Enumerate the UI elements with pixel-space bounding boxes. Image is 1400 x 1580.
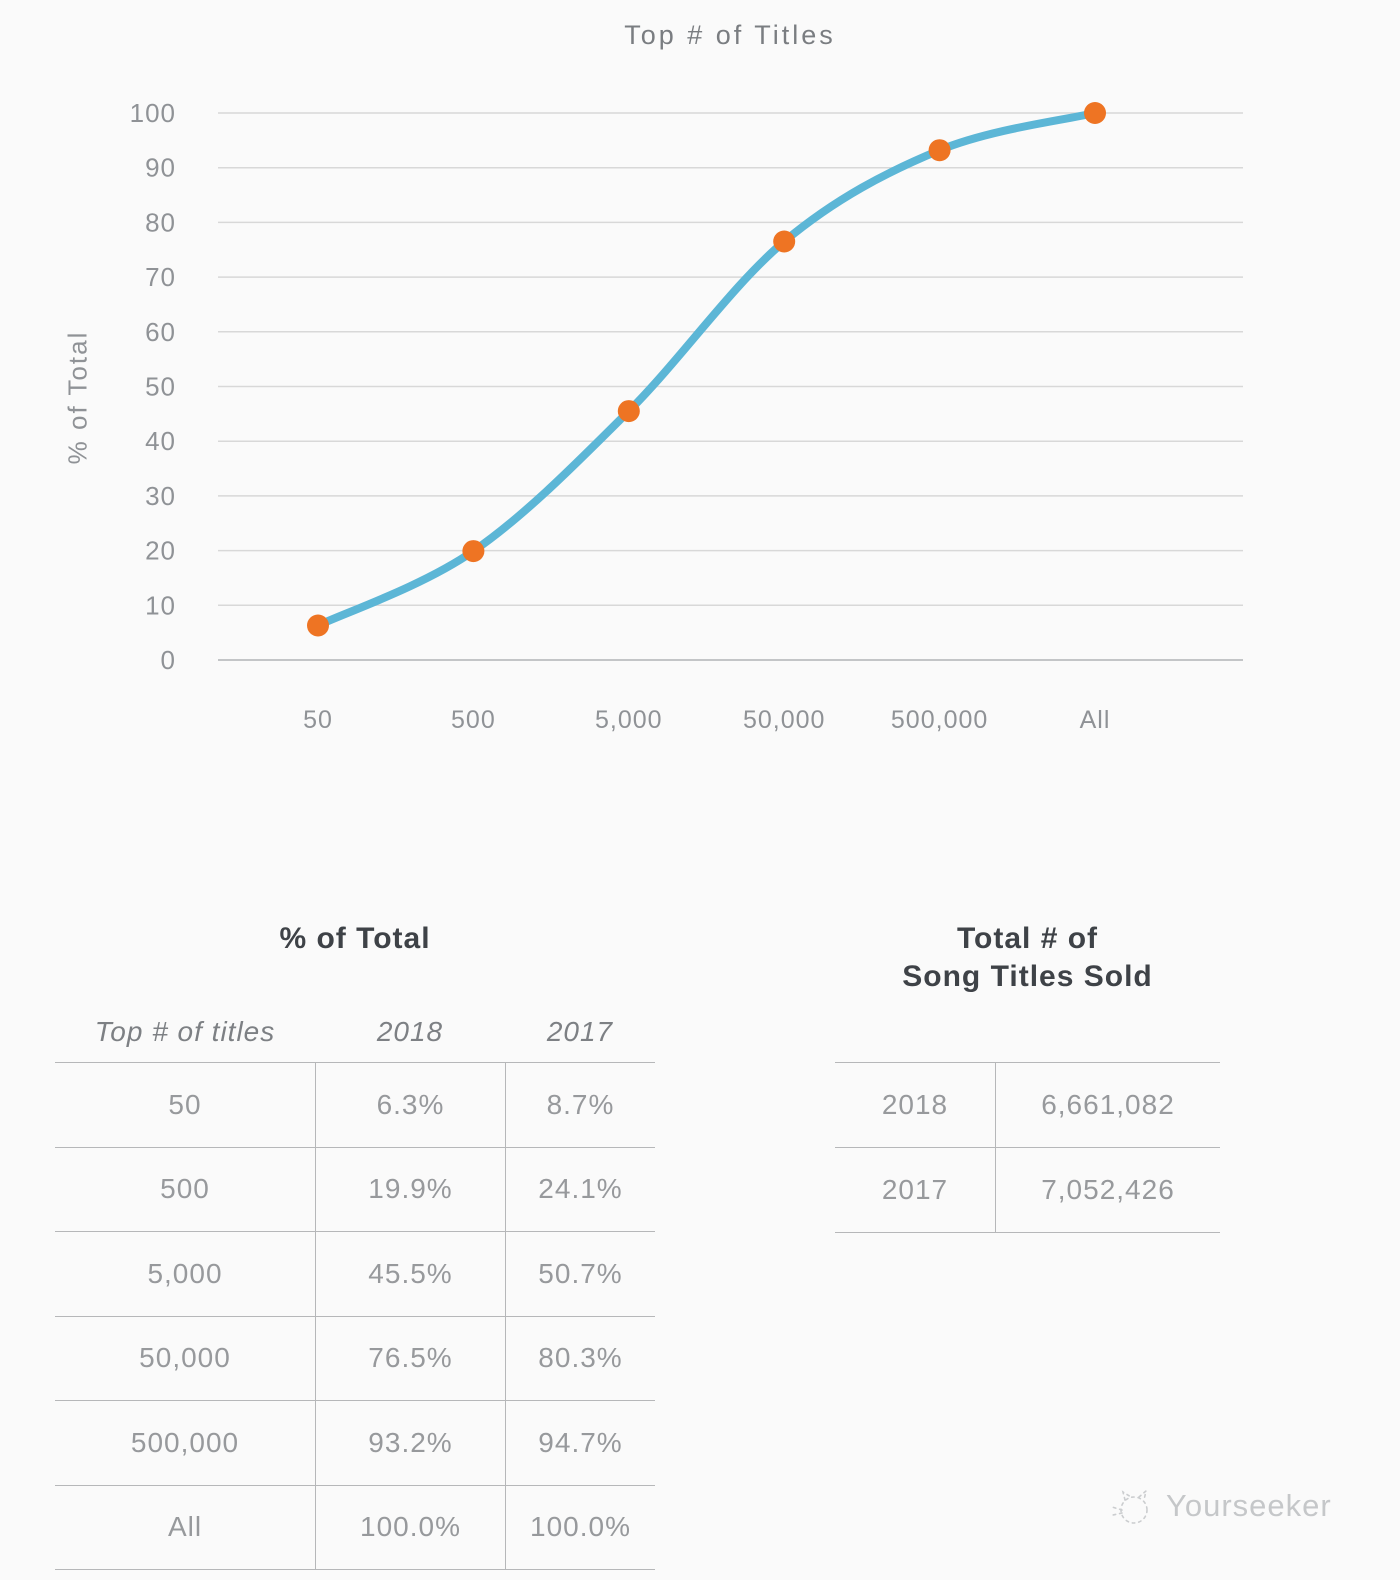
- data-point: [307, 614, 329, 637]
- table-cell: 5,000: [147, 1257, 223, 1289]
- left-table-title: % of Total: [279, 922, 431, 955]
- table-cell: 2017: [881, 1174, 949, 1205]
- data-point: [1084, 102, 1106, 124]
- table-cell: 19.9%: [315, 1147, 505, 1231]
- y-tick-label: 60: [145, 317, 176, 347]
- watermark-text: Yourseeker: [1166, 1488, 1332, 1523]
- y-tick-label: 20: [145, 536, 176, 566]
- cat-sketch-icon: [1111, 1488, 1148, 1524]
- y-tick-label: 40: [145, 426, 176, 456]
- y-tick-label: 50: [145, 372, 176, 402]
- table-row: All 100.0% 100.0%: [55, 1485, 655, 1570]
- series-line-2018: [314, 109, 1099, 630]
- y-tick-label: 100: [130, 98, 176, 128]
- right-table: 2018 6,661,082 2017 7,052,426: [835, 1062, 1220, 1233]
- table-cell: 24.1%: [505, 1147, 655, 1231]
- table-cell: 500,000: [130, 1426, 240, 1458]
- table-row: 50 6.3% 8.7%: [55, 1063, 655, 1148]
- data-point: [773, 230, 796, 253]
- table-cell: 8.7%: [505, 1063, 655, 1147]
- chart-title: Top # of Titles: [624, 20, 836, 50]
- table-cell: All: [167, 1511, 203, 1543]
- table-cell: 80.3%: [505, 1316, 655, 1400]
- column-header: 2018: [376, 1016, 444, 1047]
- left-table-header: Top # of titles 2018 2017: [55, 1002, 655, 1062]
- watermark: Yourseeker: [1106, 1480, 1332, 1532]
- table-cell: 50.7%: [505, 1232, 655, 1316]
- x-tick-label: 50,000: [743, 706, 825, 734]
- y-tick-label: 30: [145, 481, 176, 511]
- left-table: 50 6.3% 8.7% 500 19.9% 24.1% 5,000 45.5% 50.7% 50…: [55, 1062, 655, 1570]
- y-tick-label: 90: [145, 153, 176, 183]
- right-table-title-line1: Total # of: [956, 922, 1099, 955]
- table-cell: 50: [168, 1088, 202, 1120]
- table-cell: 100.0%: [505, 1485, 655, 1569]
- column-header: Top # of titles: [94, 1016, 276, 1047]
- y-axis-title: % of Total: [62, 330, 93, 465]
- y-tick-label: 10: [145, 590, 176, 620]
- right-table-title-line2: Song Titles Sold: [902, 960, 1153, 993]
- table-row: 2018 6,661,082: [835, 1063, 1220, 1148]
- y-tick-label: 70: [145, 262, 176, 292]
- table-cell: 100.0%: [315, 1485, 505, 1569]
- table-row: 500,000 93.2% 94.7%: [55, 1401, 655, 1486]
- table-cell: 6,661,082: [995, 1063, 1220, 1147]
- line-chart: 0 10 20 30 40 50 60 70 80 90 100 50 500 5,000 50,000 50…: [130, 98, 1243, 734]
- data-point: [928, 139, 951, 162]
- x-tick-label: 50: [303, 706, 333, 734]
- x-tick-label: 500: [451, 706, 496, 734]
- data-point: [462, 540, 485, 563]
- table-row: 2017 7,052,426: [835, 1148, 1220, 1233]
- table-cell: 94.7%: [505, 1401, 655, 1485]
- table-row: 5,000 45.5% 50.7%: [55, 1232, 655, 1317]
- table-cell: 2018: [881, 1089, 949, 1120]
- table-row: 50,000 76.5% 80.3%: [55, 1316, 655, 1401]
- data-point: [617, 400, 640, 423]
- y-tick-label: 80: [145, 207, 176, 237]
- column-header: 2017: [546, 1016, 614, 1047]
- table-cell: 93.2%: [315, 1401, 505, 1485]
- x-tick-label: 5,000: [595, 706, 663, 734]
- table-cell: 6.3%: [315, 1063, 505, 1147]
- table-cell: 45.5%: [315, 1232, 505, 1316]
- table-cell: 7,052,426: [995, 1148, 1220, 1232]
- right-table-title: Total # of Song Titles Sold: [835, 920, 1220, 996]
- table-cell: 76.5%: [315, 1316, 505, 1400]
- table-row: 500 19.9% 24.1%: [55, 1147, 655, 1232]
- table-cell: 500: [160, 1173, 210, 1205]
- y-tick-label: 0: [161, 645, 176, 675]
- x-tick-label: All: [1080, 706, 1111, 734]
- table-cell: 50,000: [139, 1342, 231, 1374]
- x-tick-label: 500,000: [891, 706, 988, 734]
